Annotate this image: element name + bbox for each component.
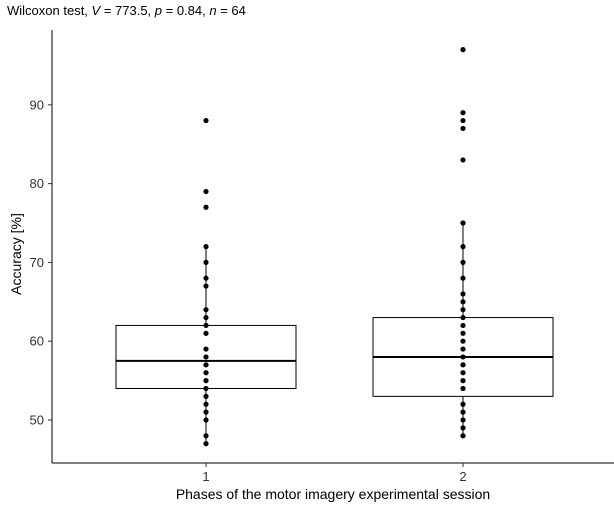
data-point: [203, 362, 209, 368]
data-point: [460, 425, 466, 431]
data-point: [203, 117, 209, 124]
title-p-symbol: p: [154, 3, 162, 18]
y-axis-title: Accuracy [%]: [8, 213, 24, 295]
data-point: [203, 370, 209, 376]
data-point: [203, 441, 209, 447]
data-point: [203, 314, 209, 321]
data-point: [203, 244, 209, 250]
x-axis-title: Phases of the motor imagery experimental…: [176, 486, 490, 502]
y-tick-label: 80: [30, 176, 44, 191]
data-point: [460, 314, 466, 321]
title-v-symbol: V: [92, 3, 102, 18]
data-point: [460, 299, 466, 305]
y-tick-label: 70: [30, 255, 44, 270]
data-point: [460, 409, 466, 415]
title-prefix: Wilcoxon test,: [7, 3, 92, 18]
data-point: [460, 291, 466, 297]
data-point: [203, 346, 209, 352]
data-point: [460, 244, 466, 250]
data-point: [460, 220, 466, 226]
data-point: [203, 188, 209, 195]
y-tick-label: 50: [30, 413, 44, 428]
data-point: [203, 330, 209, 336]
data-point: [460, 307, 466, 313]
y-tick-label: 60: [30, 334, 44, 349]
box-group-2: [372, 47, 554, 439]
data-point: [203, 401, 209, 407]
title-n-symbol: n: [209, 3, 216, 18]
data-point: [460, 401, 466, 407]
data-point: [460, 117, 466, 124]
data-point: [460, 378, 466, 384]
data-point: [203, 385, 209, 392]
title-n-value: = 64: [217, 3, 246, 18]
data-point: [460, 330, 466, 336]
data-point: [460, 110, 466, 116]
data-point: [460, 417, 466, 423]
data-point: [203, 275, 209, 281]
data-point: [203, 307, 209, 313]
data-point: [460, 47, 466, 53]
data-point: [203, 433, 209, 439]
data-point: [460, 259, 466, 265]
data-point: [460, 275, 466, 281]
data-point: [203, 417, 209, 423]
box-group-1: [115, 117, 297, 447]
box-groups: [115, 47, 554, 447]
title-v-value: = 773.5,: [100, 3, 155, 18]
data-point: [460, 157, 466, 163]
data-point: [460, 362, 466, 368]
y-tick-label: 90: [30, 97, 44, 112]
data-point: [203, 283, 209, 289]
data-point: [460, 346, 466, 352]
data-point: [460, 433, 466, 439]
data-point: [460, 338, 466, 344]
title-p-value: = 0.84,: [162, 3, 209, 18]
data-point: [203, 354, 209, 360]
data-point: [460, 354, 466, 360]
data-point: [203, 259, 209, 265]
data-point: [203, 393, 209, 399]
data-point: [203, 322, 209, 329]
data-point: [460, 370, 466, 376]
chart-title: Wilcoxon test, V = 773.5, p = 0.84, n = …: [7, 3, 246, 18]
data-point: [460, 125, 466, 132]
x-tick-label: 1: [202, 469, 209, 484]
data-point: [460, 385, 466, 392]
x-tick-label: 2: [459, 469, 466, 484]
data-point: [203, 204, 209, 210]
data-point: [203, 378, 209, 384]
data-point: [460, 322, 466, 329]
data-point: [203, 409, 209, 415]
y-axis-ticks: 50 60 70 80 90: [30, 97, 52, 428]
